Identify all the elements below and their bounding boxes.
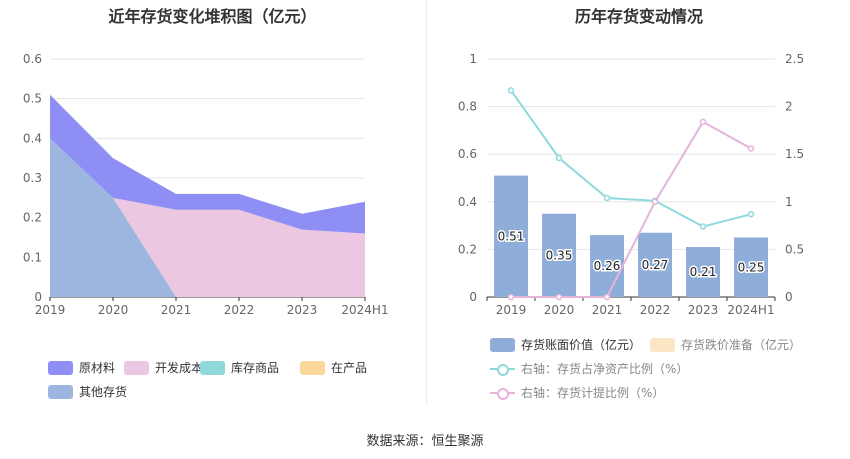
legend-item[interactable]: 在产品 [300,359,367,376]
bar [494,175,528,297]
legend-label: 右轴：存货计提比例（%） [521,386,665,400]
line-series-sgkzsc41ee2i1 [511,120,752,298]
legend-label: 在产品 [331,361,368,375]
y-tick-label: 0.4 [23,131,42,145]
bar-data-label: 0.35 [546,248,573,262]
bar [638,232,672,297]
legend-swatch [124,360,149,375]
y-right-tick-label: 1.5 [785,147,804,161]
bar [686,247,720,297]
x-tick-label: 2020 [98,303,129,317]
y-left-tick-label: 0.2 [458,242,477,256]
y-right-tick-label: 0 [785,290,793,304]
y-left-tick-label: 1 [469,52,477,66]
line-point [555,154,563,162]
stacked-area-chart: 0 0.1 0.2 0.3 0.4 0.5 0.6 2019 2020 2021 2022 2023 2… [23,52,389,317]
x-tick-label: 2019 [496,303,527,317]
legend-item[interactable]: 其他存货 [48,383,127,400]
line-point [651,198,659,206]
line-point [699,223,707,230]
bar-data-label: 0.27 [642,258,669,272]
left-chart-panel: 近年存货变化堆积图（亿元） 0 0.1 0.2 0.3 0.4 0.5 0.6 2019 202… [0,0,425,410]
bar-data-label: 0.51 [498,229,525,243]
x-tick-label: 2024H1 [341,303,388,317]
bar-data-label: 0.26 [594,259,621,273]
line-point [507,293,515,301]
legend-item[interactable]: 存货账面价值（亿元） [490,336,641,353]
x-tick-label: 2022 [640,303,671,317]
legend-label: 存货跌价准备（亿元） [681,338,802,352]
y-left-tick-label: 0.6 [458,147,477,161]
y-tick-label: 0.2 [23,211,42,225]
legend-label: 其他存货 [79,385,128,399]
legend-label: 原材料 [79,361,116,375]
bar [590,235,624,297]
legend-swatch [490,362,515,376]
left-chart-title: 近年存货变化堆积图（亿元） [108,7,317,26]
y-left-tick-label: 0.4 [458,195,477,209]
bar-data-label: 0.25 [738,260,765,274]
line-point [699,118,707,126]
right-chart-panel: 历年存货变动情况 0 0.2 0.4 0.6 0.8 1 0 0.5 1 1.5 2 2.5 2019 2… [428,0,850,410]
right-chart-title: 历年存货变动情况 [574,7,703,26]
x-tick-label: 2019 [35,303,66,317]
line-point [603,194,611,202]
legend-item[interactable]: 右轴：存货占净资产比例（%） [490,360,688,377]
y-right-tick-label: 2 [785,100,793,114]
data-source-note: 数据来源：恒生聚源 [366,434,484,449]
legend-swatch [490,386,515,400]
y-tick-label: 0.3 [23,171,42,185]
line-point [747,145,755,152]
legend-label: 库存商品 [231,361,280,375]
legend-label: 右轴：存货占净资产比例（%） [521,362,689,376]
bar [542,213,576,297]
legend-label: 开发成本 [155,361,204,375]
legend-swatch [650,337,675,352]
legend-item[interactable]: 右轴：存货计提比例（%） [490,384,664,401]
legend-swatch [300,360,325,375]
y-left-tick-label: 0.8 [458,100,477,114]
legend-swatch [200,360,225,375]
area-series-sg3afkmi1krvr [50,138,365,297]
y-tick-label: 0.1 [23,250,42,264]
x-tick-label: 2024H1 [727,303,774,317]
x-tick-label: 2020 [544,303,575,317]
line-point [747,210,755,218]
legend-swatch [48,360,73,375]
legend-item[interactable]: 存货跌价准备（亿元） [650,336,801,353]
y-right-tick-label: 1 [785,195,793,209]
panel-divider [426,0,427,405]
y-tick-label: 0 [34,290,42,304]
y-tick-label: 0.5 [23,92,42,106]
legend-swatch [490,337,515,352]
y-tick-label: 0.6 [23,52,42,66]
x-tick-label: 2021 [161,303,192,317]
bar-data-label: 0.21 [690,265,717,279]
right-legend: 存货账面价值（亿元） 存货跌价准备（亿元） 右轴：存货占净资产比例（%） 右轴：存货计… [428,0,850,410]
line-point [603,293,611,301]
legend-label: 存货账面价值（亿元） [521,338,642,352]
x-tick-label: 2023 [688,303,719,317]
legend-item[interactable]: 原材料 [48,359,115,376]
x-tick-label: 2021 [592,303,623,317]
line-point [507,87,515,94]
x-tick-label: 2023 [287,303,318,317]
y-right-tick-label: 0.5 [785,242,804,256]
legend-item[interactable]: 库存商品 [200,359,279,376]
bar [734,237,768,297]
legend-item[interactable]: 开发成本 [124,359,203,376]
y-left-tick-label: 0 [469,290,477,304]
area-series-sirkgk1jdckdo [50,138,365,297]
left-legend: 原材料 开发成本 库存商品 在产品其他存货 [0,0,425,410]
line-series-sgkzsc41ee2i1 [510,89,752,228]
line-point [555,293,563,301]
area-series-sginkeok2h [50,94,365,234]
y-right-tick-label: 2.5 [785,52,804,66]
x-tick-label: 2022 [224,303,255,317]
legend-swatch [48,384,73,399]
